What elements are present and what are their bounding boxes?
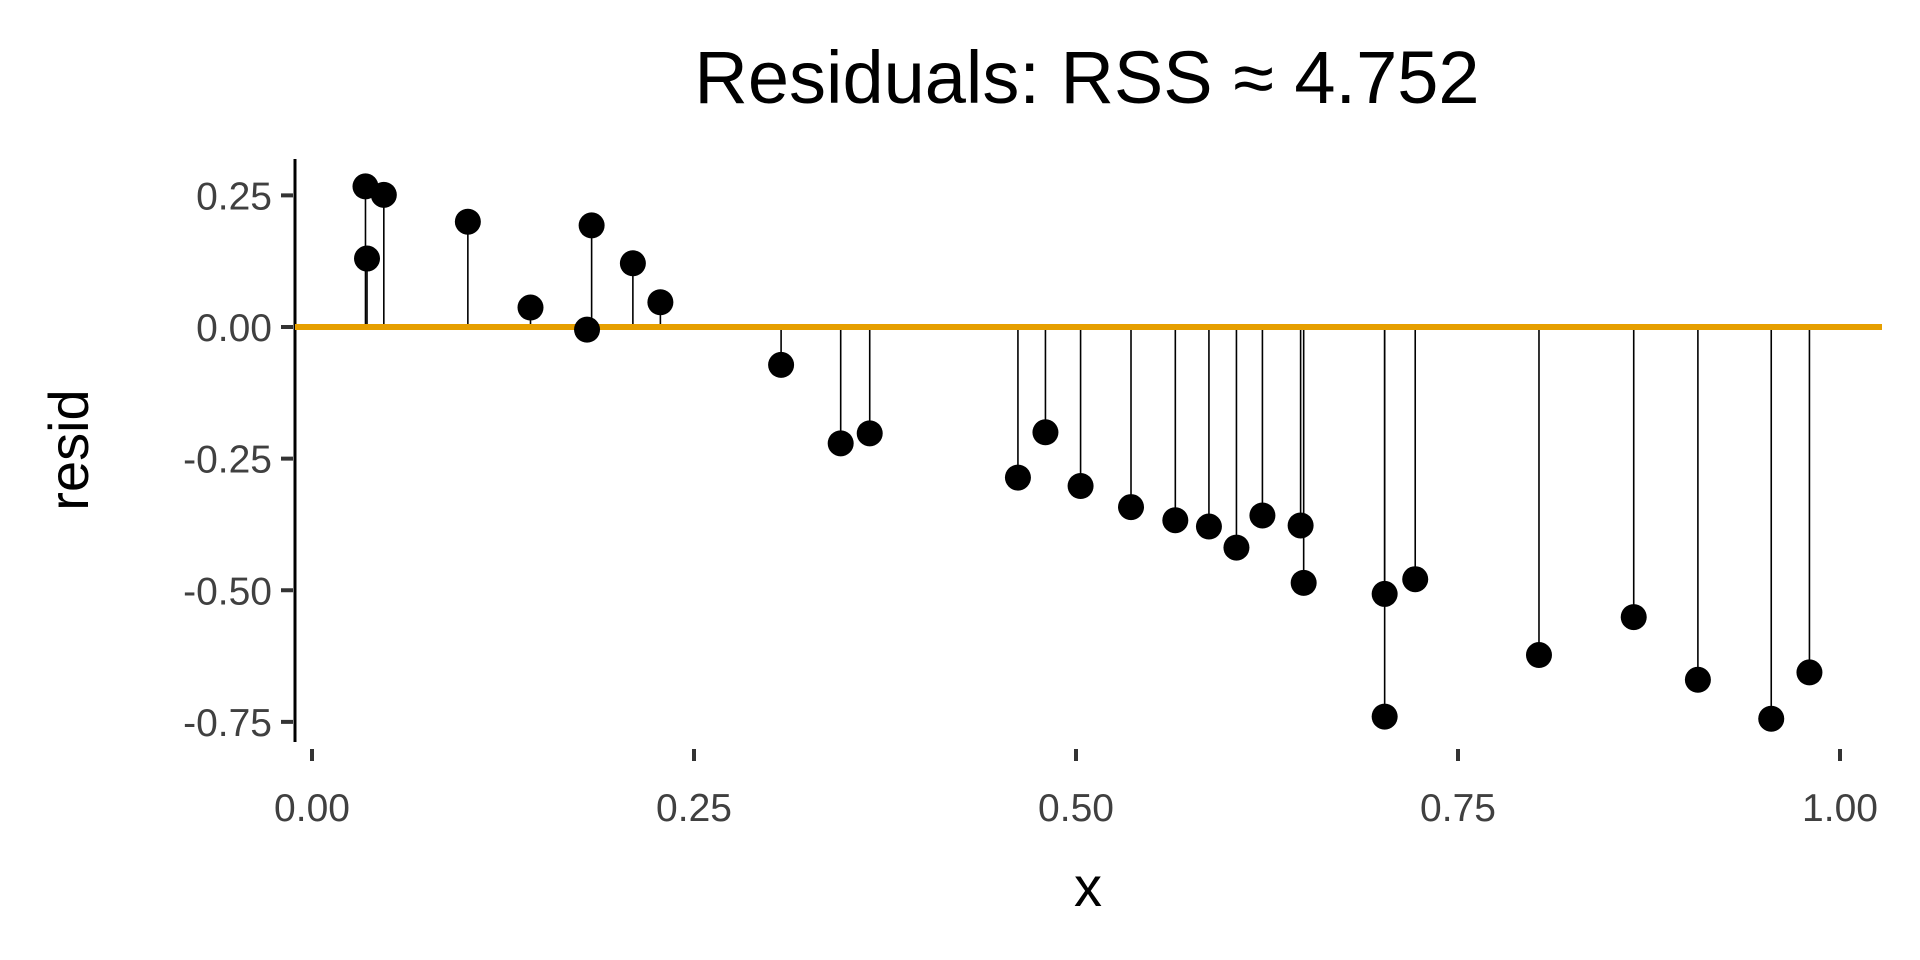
residual-point <box>619 250 646 277</box>
residual-point <box>1371 580 1398 607</box>
residual-point <box>1249 502 1276 529</box>
residual-point <box>856 420 883 447</box>
residual-point <box>454 208 481 235</box>
residual-point <box>1684 666 1711 693</box>
x-tick-label: 0.75 <box>1420 787 1496 830</box>
residual-point <box>827 430 854 457</box>
residual-point <box>370 181 397 208</box>
residual-point <box>1371 703 1398 730</box>
residual-point <box>1525 642 1552 669</box>
residual-point <box>1402 566 1429 593</box>
y-tick-label: 0.00 <box>196 307 272 350</box>
x-tick-label: 0.25 <box>656 787 732 830</box>
chart-title: Residuals: RSS ≈ 4.752 <box>694 36 1479 119</box>
y-axis-title: resid <box>37 389 100 510</box>
residual-point <box>354 245 381 272</box>
x-tick-label: 0.50 <box>1038 787 1114 830</box>
residual-point <box>1162 507 1189 534</box>
residual-point <box>1032 419 1059 446</box>
residual-point <box>1758 705 1785 732</box>
residual-point <box>1287 512 1314 539</box>
x-tick-label: 0.00 <box>274 787 350 830</box>
residual-point <box>1796 659 1823 686</box>
residual-point <box>1118 494 1145 521</box>
residual-point <box>1620 604 1647 631</box>
y-tick-label: -0.25 <box>183 439 272 482</box>
residual-point <box>768 351 795 378</box>
residual-point <box>647 289 674 316</box>
x-axis-title: x <box>1074 855 1102 918</box>
y-tick-label: -0.50 <box>183 570 272 613</box>
residual-point <box>1195 513 1222 540</box>
residual-point <box>578 212 605 239</box>
residual-point <box>517 294 544 321</box>
residual-point <box>1290 569 1317 596</box>
residual-point <box>1223 534 1250 561</box>
residual-point <box>1004 464 1031 491</box>
x-tick-label: 1.00 <box>1802 787 1878 830</box>
residual-point <box>574 316 601 343</box>
residual-point <box>1067 473 1094 500</box>
y-tick-label: -0.75 <box>183 702 272 745</box>
y-tick-label: 0.25 <box>196 175 272 218</box>
